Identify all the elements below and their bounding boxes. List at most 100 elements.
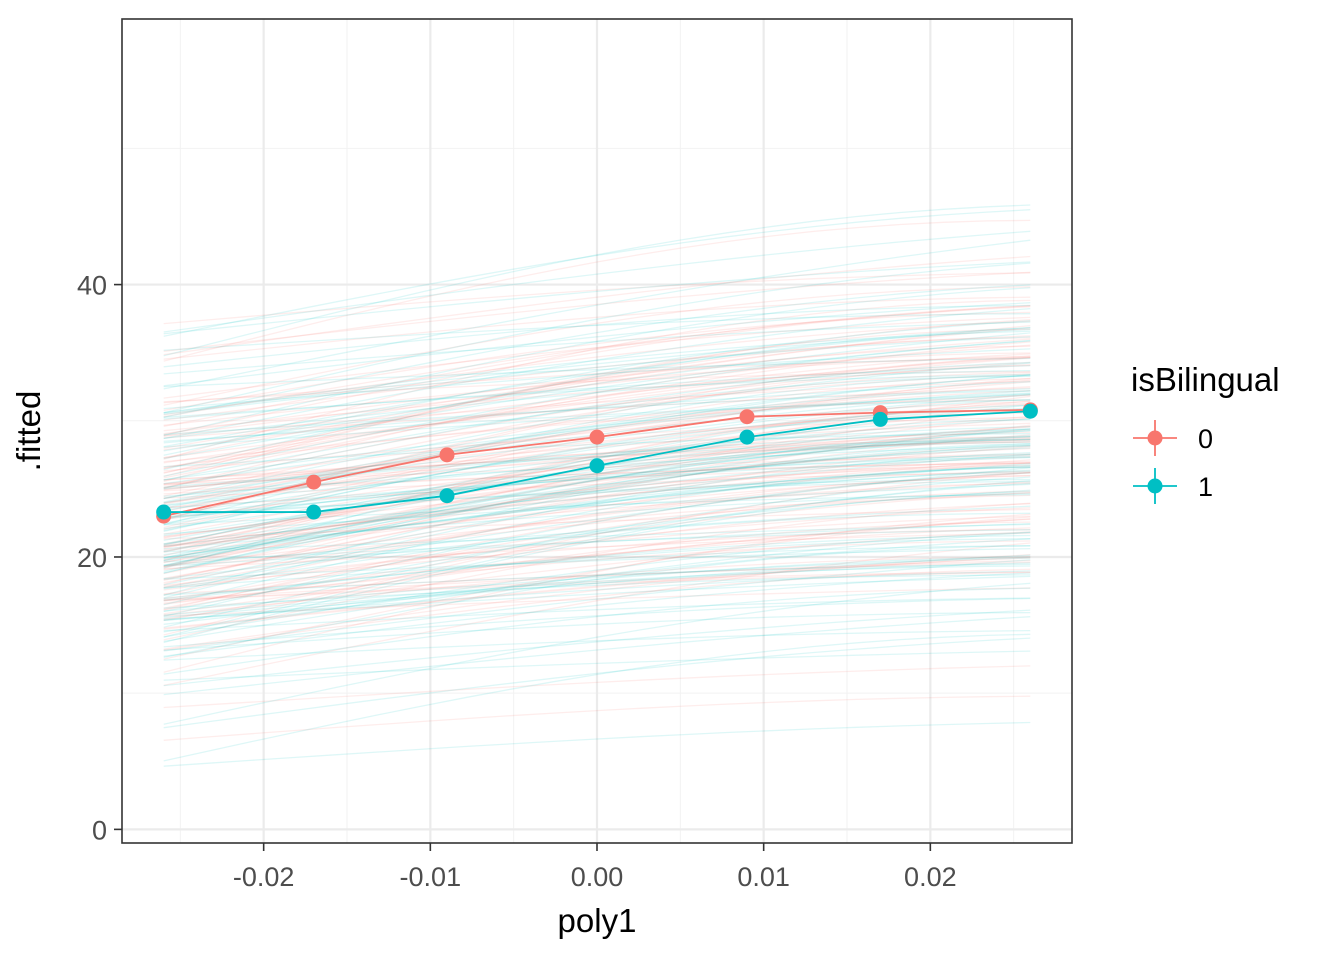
- background-curve-0: [163, 438, 1031, 481]
- background-curve-1: [163, 453, 1031, 519]
- background-curve-0: [163, 464, 1031, 499]
- background-curve-0: [163, 462, 1031, 580]
- legend-key-point: [1147, 478, 1163, 494]
- background-curve-1: [163, 418, 1031, 516]
- background-curve-0: [163, 353, 1031, 474]
- background-curve-0: [163, 299, 1031, 460]
- background-curve-1: [163, 609, 1031, 687]
- background-curve-0: [163, 466, 1031, 538]
- background-curve-1: [163, 262, 1031, 414]
- background-curve-1: [163, 466, 1031, 606]
- background-curve-0: [163, 471, 1031, 584]
- background-curve-1: [163, 490, 1031, 644]
- background-curve-0: [163, 371, 1031, 497]
- x-axis: -0.02 -0.01 0.00 0.01 0.02: [233, 843, 957, 892]
- background-curve-1: [163, 463, 1031, 556]
- background-curve-1: [163, 483, 1031, 535]
- background-curve-0: [163, 531, 1031, 620]
- background-curve-1: [163, 559, 1031, 652]
- background-curve-1: [163, 321, 1031, 375]
- background-curve-1: [163, 489, 1031, 590]
- background-curve-0: [163, 424, 1031, 568]
- background-curve-1: [163, 429, 1031, 574]
- grid-major: [122, 19, 1072, 843]
- background-curve-1: [163, 361, 1031, 489]
- background-curve-0: [163, 571, 1031, 601]
- background-curve-1: [163, 522, 1031, 567]
- background-curve-0: [163, 407, 1031, 564]
- background-curve-0: [163, 481, 1031, 548]
- background-curve-0: [163, 422, 1031, 486]
- background-curve-1: [163, 538, 1031, 600]
- background-curve-1: [163, 482, 1031, 638]
- background-curve-0: [163, 446, 1031, 581]
- background-curve-0: [163, 439, 1031, 548]
- x-axis-title: poly1: [558, 902, 637, 939]
- y-tick-label: 40: [77, 271, 107, 301]
- background-curve-0: [163, 561, 1031, 595]
- background-curve-1: [163, 721, 1031, 767]
- background-curve-1: [163, 388, 1031, 436]
- background-curve-1: [163, 326, 1031, 448]
- background-curve-1: [163, 445, 1031, 560]
- background-curve-0: [163, 568, 1031, 651]
- background-curve-1: [163, 582, 1031, 725]
- background-curve-1: [163, 466, 1031, 586]
- background-curve-1: [163, 563, 1031, 596]
- background-curve-0: [163, 556, 1031, 616]
- background-curve-1: [163, 453, 1031, 545]
- background-curve-1: [163, 469, 1031, 559]
- background-curve-1: [163, 572, 1031, 657]
- background-curve-1: [163, 390, 1031, 485]
- background-curve-1: [163, 339, 1031, 460]
- background-curve-0: [163, 335, 1031, 421]
- background-curve-1: [163, 545, 1031, 659]
- background-curve-0: [163, 286, 1031, 406]
- background-curve-0: [163, 475, 1031, 563]
- y-tick-label: 0: [92, 815, 107, 845]
- x-tick-label: -0.02: [233, 862, 295, 892]
- background-curve-0: [163, 341, 1031, 479]
- background-curve-1: [163, 597, 1031, 632]
- background-curve-1: [163, 531, 1031, 643]
- background-curve-1: [163, 304, 1031, 368]
- background-curve-0: [163, 665, 1031, 709]
- background-curve-1: [163, 481, 1031, 516]
- background-curve-0: [163, 507, 1031, 591]
- background-curve-0: [163, 394, 1031, 463]
- background-curve-1: [163, 284, 1031, 418]
- background-curve-0: [163, 255, 1031, 356]
- background-curve-0: [163, 371, 1031, 403]
- background-curve-0: [163, 441, 1031, 485]
- background-curve-0: [163, 518, 1031, 615]
- data-point-1: [739, 429, 755, 445]
- background-curve-1: [163, 435, 1031, 567]
- legend-title: isBilingual: [1131, 361, 1280, 398]
- data-point-1: [589, 458, 605, 474]
- background-curve-1: [163, 529, 1031, 563]
- x-tick-label: 0.02: [904, 862, 957, 892]
- background-curve-0: [163, 513, 1031, 673]
- background-curve-1: [163, 451, 1031, 599]
- plot-area: [121, 18, 1073, 844]
- background-curve-0: [163, 447, 1031, 538]
- background-curve-1: [163, 538, 1031, 633]
- background-curve-0: [163, 381, 1031, 499]
- background-curve-1: [163, 442, 1031, 596]
- background-curve-0: [163, 515, 1031, 587]
- background-curve-0: [163, 305, 1031, 427]
- background-curve-1: [163, 562, 1031, 618]
- background-curve-1: [163, 574, 1031, 609]
- background-curve-1: [163, 611, 1031, 651]
- background-curve-1: [163, 465, 1031, 547]
- background-curve-0: [163, 345, 1031, 470]
- series-points: [156, 402, 1038, 524]
- background-curve-1: [163, 547, 1031, 580]
- background-curve-0: [163, 352, 1031, 489]
- data-point-0: [439, 447, 455, 463]
- legend: isBilingual 01: [1131, 361, 1280, 504]
- background-curve-0: [163, 428, 1031, 568]
- background-curve-0: [163, 425, 1031, 561]
- data-point-0: [589, 429, 605, 445]
- background-curve-0: [163, 357, 1031, 404]
